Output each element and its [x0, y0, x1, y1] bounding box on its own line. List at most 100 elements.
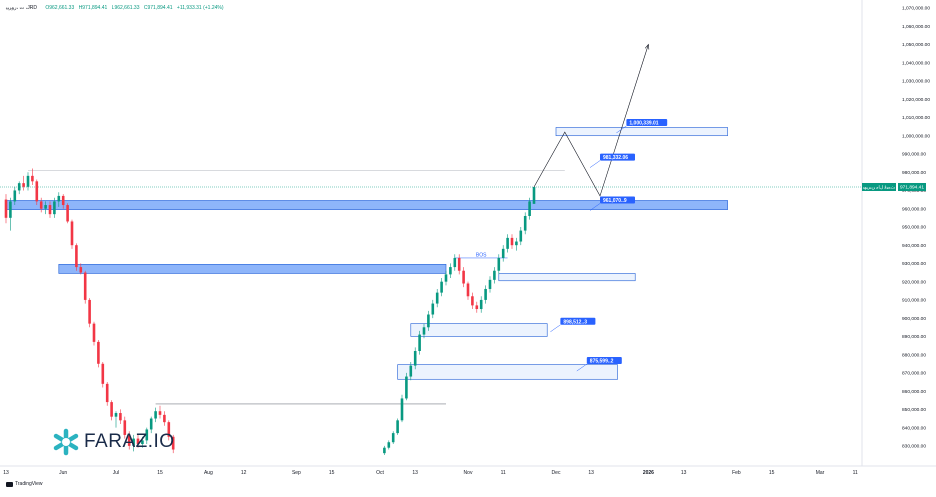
candle	[475, 301, 479, 313]
candles-layer	[4, 168, 536, 455]
candle-body	[435, 292, 439, 304]
callout-box	[626, 118, 668, 126]
candle-body	[484, 288, 487, 300]
candle-body	[141, 440, 144, 445]
change-value: +11,933.31 (+1.24%)	[176, 5, 224, 11]
candle	[167, 420, 171, 441]
x-tick-label: 11	[501, 470, 506, 476]
candle-body	[387, 442, 391, 448]
candle	[127, 431, 131, 450]
candle	[453, 254, 457, 271]
candle	[13, 186, 17, 206]
candle-body	[13, 190, 17, 202]
supply-zone-mid	[58, 264, 447, 274]
price-tag-name: ﺖﻤﯿﻗ ﻝﺎﻣ ﻦﯾﺮﯿﻬﺑ	[862, 185, 896, 191]
candle-body	[396, 420, 399, 434]
y-tick-label: 1,020,000.00	[902, 97, 930, 103]
y-tick-label: 930,000.00	[902, 261, 926, 267]
price-callout: 898,512..3	[550, 317, 596, 333]
candle-body	[497, 257, 501, 271]
candle	[79, 263, 83, 275]
faraz-logo: FARAZ.IO	[52, 428, 175, 456]
callout-box	[586, 357, 622, 365]
demand-zone-1	[498, 273, 636, 282]
candle	[457, 254, 461, 275]
candle	[119, 409, 122, 424]
candle	[479, 296, 483, 313]
candle	[9, 197, 12, 231]
x-tick-label: 15	[329, 470, 335, 476]
candle-body	[61, 195, 65, 206]
x-tick-label: 13	[3, 470, 9, 476]
candle	[123, 416, 127, 439]
candle	[83, 270, 87, 304]
candle	[105, 382, 109, 406]
candle-body	[475, 305, 479, 310]
x-tick-label: Jul	[113, 470, 119, 476]
candle	[515, 237, 518, 251]
candle-body	[457, 257, 461, 271]
candle-body	[444, 274, 448, 282]
callout-text: 898,512..3	[563, 319, 587, 325]
candle-body	[400, 398, 404, 421]
symbol-name[interactable]: ﺕ ،روﺮﯿﯾ ،JRD	[6, 5, 37, 11]
y-tick-label: 910,000.00	[902, 298, 926, 304]
y-axis: 1,070,000.00 1,060,000.00 1,050,000.00 1,04…	[861, 0, 930, 466]
y-tick-label: 1,010,000.00	[902, 115, 930, 121]
y-tick-label: 1,050,000.00	[902, 42, 930, 48]
candle-body	[110, 402, 113, 417]
candle	[92, 321, 96, 346]
candle	[154, 407, 157, 423]
candle-body	[431, 303, 435, 315]
candle-body	[383, 447, 386, 454]
symbol-header: ﺕ ،روﺮﯿﯾ ،JRD O962,661.33 H971,894.41 L9…	[6, 5, 224, 11]
tradingview-brand[interactable]: TradingView	[6, 481, 43, 487]
candle	[48, 201, 52, 218]
candle-body	[506, 237, 509, 249]
candle-body	[31, 175, 34, 182]
candle-body	[53, 201, 56, 215]
candle	[136, 434, 140, 448]
candle	[532, 186, 536, 204]
x-tick-label: Sep	[292, 470, 301, 476]
candle	[510, 234, 514, 249]
candle	[75, 243, 78, 271]
y-tick-label: 940,000.00	[902, 243, 926, 249]
candle	[387, 440, 391, 450]
candle-body	[471, 296, 474, 306]
candle	[70, 219, 74, 249]
y-tick-label: 1,070,000.00	[902, 6, 930, 12]
candle-body	[413, 351, 417, 366]
demand-zone-2	[410, 323, 548, 337]
candle	[97, 340, 100, 368]
callout-pointer	[616, 125, 627, 134]
x-tick-label: 15	[157, 470, 163, 476]
candle-body	[532, 186, 536, 204]
candle-body	[479, 299, 483, 310]
candle	[462, 267, 465, 288]
zones-layer	[5, 127, 728, 380]
y-tick-label: 990,000.00	[902, 152, 926, 158]
candle-body	[75, 245, 78, 268]
candle-body	[154, 411, 157, 419]
candle-body	[127, 434, 131, 446]
candle	[145, 427, 149, 445]
price-callout: 875,599..2	[576, 357, 622, 372]
y-tick-label: 1,060,000.00	[902, 24, 930, 30]
candle-body	[101, 363, 105, 384]
callout-pointer	[589, 160, 601, 168]
candle-body	[35, 181, 39, 202]
candle-body	[405, 376, 408, 399]
candle	[44, 201, 47, 215]
candle	[488, 276, 492, 293]
tradingview-icon	[6, 481, 13, 487]
candle-body	[519, 230, 523, 242]
callout-box	[600, 153, 635, 161]
candle-body	[449, 267, 452, 275]
demand-zone-3	[397, 364, 618, 380]
candle	[449, 263, 452, 279]
candle	[39, 197, 43, 213]
candle-body	[145, 429, 149, 441]
